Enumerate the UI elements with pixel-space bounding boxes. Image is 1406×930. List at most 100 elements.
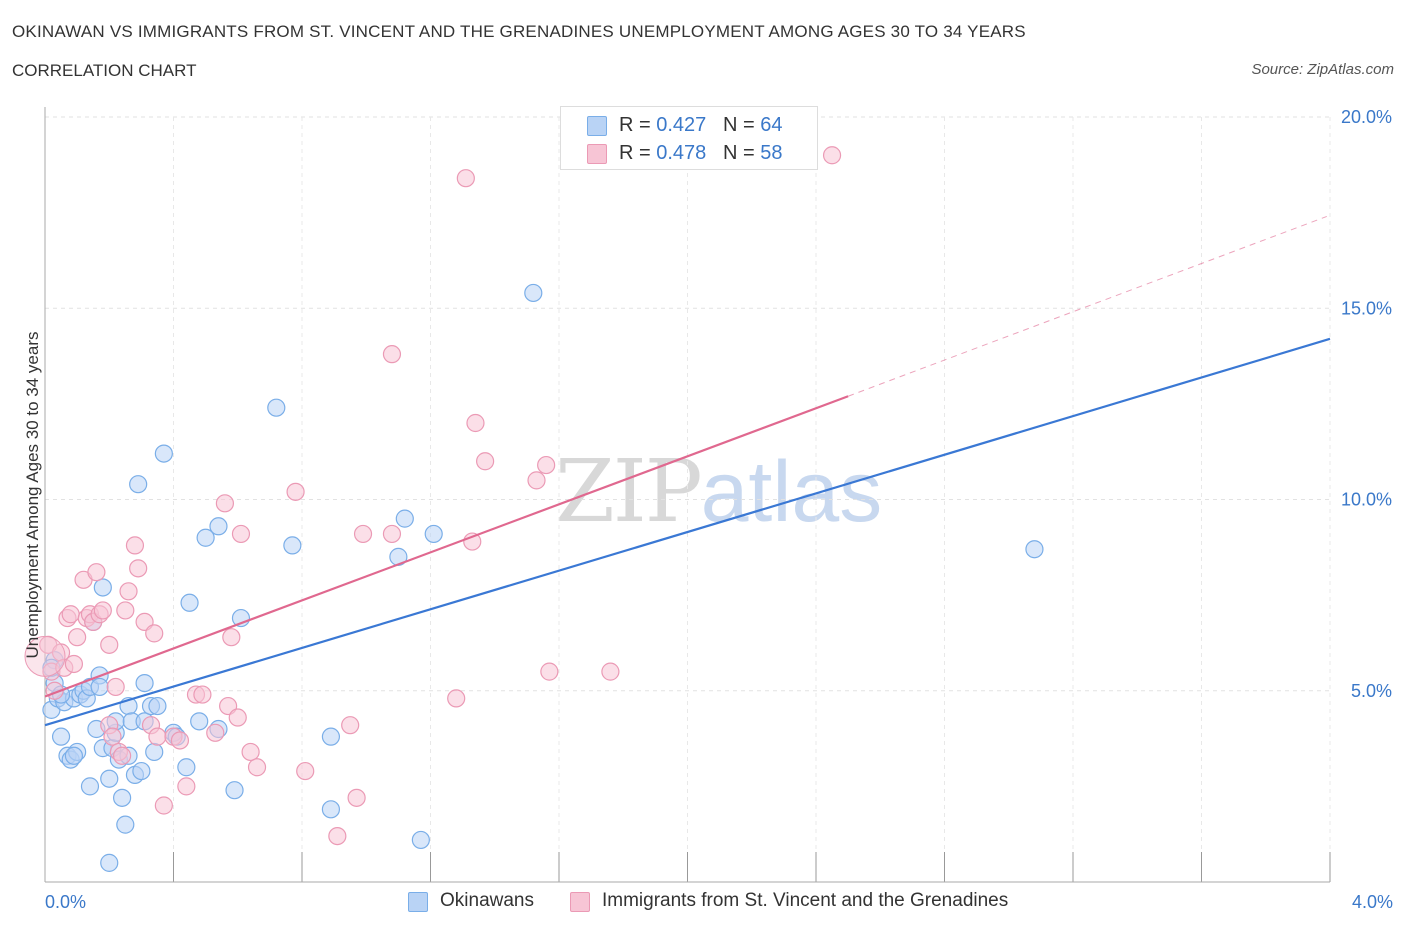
trend-line-extension — [847, 215, 1327, 397]
data-point — [154, 796, 173, 815]
data-point — [206, 723, 225, 742]
grid-lines — [45, 116, 1331, 882]
data-point — [90, 677, 109, 697]
data-point — [24, 635, 66, 677]
data-point — [61, 605, 80, 624]
data-point — [321, 727, 341, 746]
data-point — [93, 578, 112, 597]
data-point — [286, 482, 305, 501]
data-point — [196, 528, 215, 547]
data-point — [132, 761, 151, 781]
data-point — [215, 494, 234, 513]
data-point — [116, 815, 135, 834]
trend-line — [44, 337, 1331, 727]
data-point — [341, 716, 360, 735]
stats-legend: R = 0.427 N = 64 R = 0.478 N = 58 — [560, 106, 818, 170]
data-point — [601, 662, 620, 681]
data-point — [476, 452, 495, 471]
y-tick-label: 10.0% — [1341, 490, 1392, 510]
data-point — [145, 624, 164, 643]
data-point — [193, 685, 212, 704]
trend-lines — [44, 215, 1331, 727]
x-tick-label: 0.0% — [45, 892, 86, 912]
data-point — [321, 800, 341, 819]
data-point — [347, 788, 366, 807]
data-point — [177, 758, 196, 777]
data-point — [148, 727, 167, 746]
data-point — [225, 781, 244, 800]
data-point — [524, 283, 543, 303]
data-point — [100, 853, 119, 872]
data-point — [177, 777, 196, 796]
data-point — [80, 777, 100, 796]
data-point — [87, 563, 106, 582]
axes — [44, 107, 1331, 883]
series-legend: Okinawans Immigrants from St. Vincent an… — [0, 890, 1406, 914]
data-point — [822, 146, 842, 165]
series-st-vincent — [24, 146, 842, 846]
data-point — [247, 758, 267, 777]
data-point — [540, 662, 559, 681]
stats-text: R = 0.478 N = 58 — [619, 142, 783, 164]
data-point — [64, 654, 84, 674]
data-point — [135, 673, 154, 693]
legend-swatch-okinawans — [408, 892, 428, 912]
data-point — [382, 524, 402, 544]
data-point — [382, 345, 402, 364]
y-tick-label: 20.0% — [1341, 107, 1392, 127]
swatch-st-vincent — [587, 144, 607, 164]
data-point — [447, 689, 466, 708]
data-point — [112, 746, 132, 765]
data-point — [145, 742, 164, 762]
data-point — [116, 601, 135, 620]
data-point — [148, 696, 167, 716]
chart-title: OKINAWAN VS IMMIGRANTS FROM ST. VINCENT … — [12, 22, 1026, 41]
legend-swatch-st-vincent — [570, 892, 590, 912]
data-point — [267, 398, 286, 417]
data-point — [100, 769, 119, 788]
data-point — [222, 628, 241, 647]
data-point — [51, 727, 71, 746]
data-point — [129, 559, 148, 578]
legend-label-okinawans: Okinawans — [440, 890, 534, 911]
data-point — [328, 826, 347, 846]
watermark: ZIPatlas — [555, 442, 882, 542]
data-point — [93, 601, 112, 620]
data-point — [228, 708, 247, 727]
x-tick-label: 4.0% — [1352, 892, 1393, 912]
y-axis-label: Unemployment Among Ages 30 to 34 years — [23, 331, 42, 659]
tick-labels: 5.0% 10.0% 15.0% 20.0% 0.0% 4.0% — [45, 107, 1393, 912]
watermark-atlas: atlas — [700, 444, 883, 540]
data-point — [64, 746, 84, 765]
data-point — [119, 582, 138, 601]
y-tick-label: 15.0% — [1341, 298, 1392, 318]
data-point — [100, 635, 119, 654]
data-point — [112, 788, 132, 807]
data-point — [209, 517, 228, 536]
data-point — [180, 593, 199, 612]
data-point — [456, 169, 475, 188]
legend-label-st-vincent: Immigrants from St. Vincent and the Gren… — [602, 890, 1009, 911]
data-point — [190, 712, 209, 731]
data-point — [353, 524, 373, 544]
data-point — [170, 731, 190, 750]
data-point — [129, 475, 148, 494]
data-point — [424, 524, 443, 544]
data-point — [106, 677, 125, 697]
y-tick-label: 5.0% — [1351, 681, 1392, 701]
trend-line — [44, 395, 849, 698]
data-point — [103, 727, 122, 746]
stats-text: R = 0.427 N = 64 — [619, 114, 783, 136]
swatch-okinawans — [587, 116, 607, 136]
chart-subtitle: CORRELATION CHART — [12, 61, 197, 80]
data-point — [283, 536, 302, 555]
data-point — [231, 524, 251, 544]
data-point — [296, 761, 315, 781]
data-point — [537, 455, 556, 475]
data-point — [125, 536, 145, 555]
data-point — [466, 413, 485, 433]
data-point — [241, 742, 260, 762]
source-label: Source: ZipAtlas.com — [1251, 61, 1394, 78]
data-point — [395, 509, 414, 528]
data-point — [68, 628, 87, 647]
